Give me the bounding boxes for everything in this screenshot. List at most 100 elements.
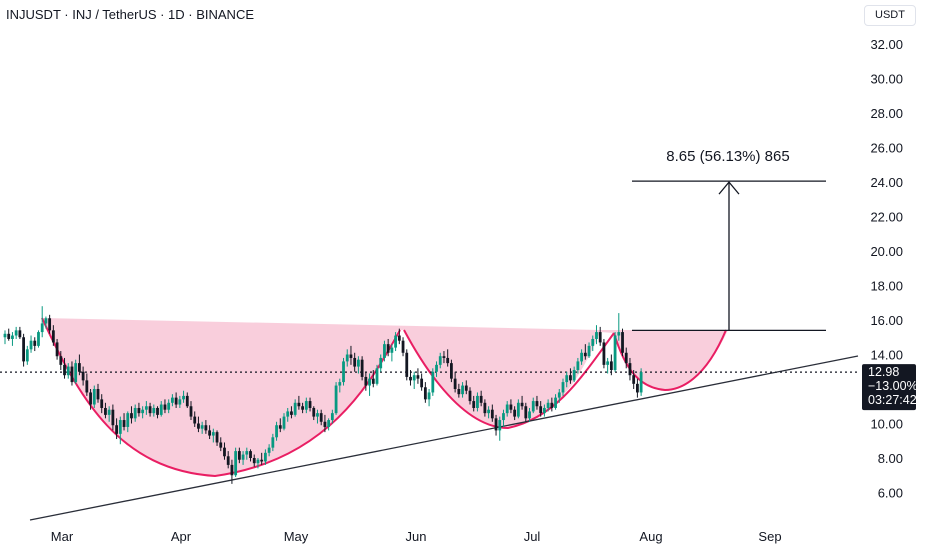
candle-body [219, 442, 223, 448]
candle-body [152, 407, 156, 414]
candle [349, 345, 353, 365]
candle-body [78, 363, 81, 372]
y-tick-label: 24.00 [870, 175, 903, 190]
candle-body [639, 372, 643, 393]
candle-body [423, 387, 427, 400]
candle [502, 409, 505, 427]
candle-body [193, 416, 197, 424]
candle [416, 368, 420, 384]
candle [78, 354, 81, 376]
candle-body [446, 357, 450, 364]
candle [621, 328, 624, 357]
candle-body [304, 401, 308, 410]
candle-body [256, 459, 260, 464]
candle-body [330, 413, 334, 421]
candle [107, 406, 111, 422]
price-axis[interactable]: 32.00 30.00 28.00 26.00 24.00 22.00 20.00 18.00… [870, 37, 903, 501]
candle-body [159, 404, 163, 415]
candle [256, 458, 260, 469]
candle [312, 406, 316, 421]
candle-body [237, 451, 241, 460]
x-tick-label: May [284, 529, 309, 544]
candle [345, 349, 349, 367]
candle-body [37, 332, 40, 346]
candle-body [606, 361, 610, 365]
candle-body [167, 402, 171, 410]
currency-button[interactable]: USDT [864, 5, 916, 26]
candle [275, 421, 278, 441]
candle [368, 373, 371, 396]
candle-body [96, 389, 100, 400]
candle-body [487, 409, 490, 414]
candle [249, 449, 252, 462]
candle [178, 395, 182, 408]
candle-body [163, 404, 167, 410]
candle [189, 401, 193, 421]
candle [583, 344, 587, 360]
candle [29, 335, 33, 353]
candle-body [427, 392, 431, 400]
time-axis[interactable]: Mar Apr May Jun Jul Aug Sep [51, 529, 782, 544]
candle-body [312, 407, 316, 417]
candle [487, 406, 490, 419]
candle-body [208, 430, 211, 436]
candle-body [483, 402, 487, 414]
candle-body [401, 340, 405, 353]
candle [159, 401, 163, 417]
candle-body [7, 333, 11, 339]
current-price-label: 12.98−13.00%03:27:42 [862, 364, 918, 411]
candle [96, 383, 100, 403]
candle [230, 459, 234, 484]
candle [122, 413, 126, 431]
candle [609, 354, 613, 376]
candle [327, 418, 331, 431]
candle-body [278, 425, 282, 429]
candle [632, 370, 636, 389]
chart-title: INJUSDT · INJ / TetherUS · 1D · BINANCE [6, 7, 255, 22]
candle-body [453, 378, 457, 389]
candle-body [505, 404, 509, 414]
candle [51, 325, 55, 346]
candle-countdown: 03:27:42 [868, 393, 917, 407]
candle [260, 452, 264, 465]
candle-body [595, 332, 598, 339]
candle-body [137, 407, 141, 414]
candle [115, 418, 118, 440]
candle [234, 447, 238, 477]
candle [174, 392, 178, 408]
candle-body [617, 332, 621, 336]
y-tick-label: 26.00 [870, 141, 903, 156]
candle [379, 354, 383, 372]
candle-body [386, 344, 390, 353]
candle-body [472, 401, 476, 408]
candle-body [316, 413, 319, 417]
candle-body [245, 451, 249, 455]
candle [598, 326, 602, 346]
candle [464, 380, 468, 395]
candle-body [319, 413, 323, 422]
candle [126, 411, 130, 433]
candle [394, 332, 397, 352]
candle [111, 404, 115, 431]
candle-body [531, 401, 535, 412]
candle [290, 406, 293, 419]
candle-body [416, 375, 420, 379]
candle-body [63, 364, 66, 376]
candle-body [565, 375, 569, 383]
candle-body [126, 413, 130, 427]
candle [405, 349, 409, 381]
candle-body [334, 385, 338, 414]
x-tick-label: Sep [758, 529, 781, 544]
candle [304, 397, 308, 414]
candle [409, 370, 412, 386]
candle [624, 347, 628, 369]
candle-body [70, 366, 74, 383]
candle-body [632, 375, 636, 384]
candle [301, 402, 304, 414]
candle-body [357, 359, 360, 367]
candle-body [66, 366, 70, 376]
candle [293, 399, 297, 417]
candle [636, 378, 639, 398]
candle-body [516, 402, 520, 417]
